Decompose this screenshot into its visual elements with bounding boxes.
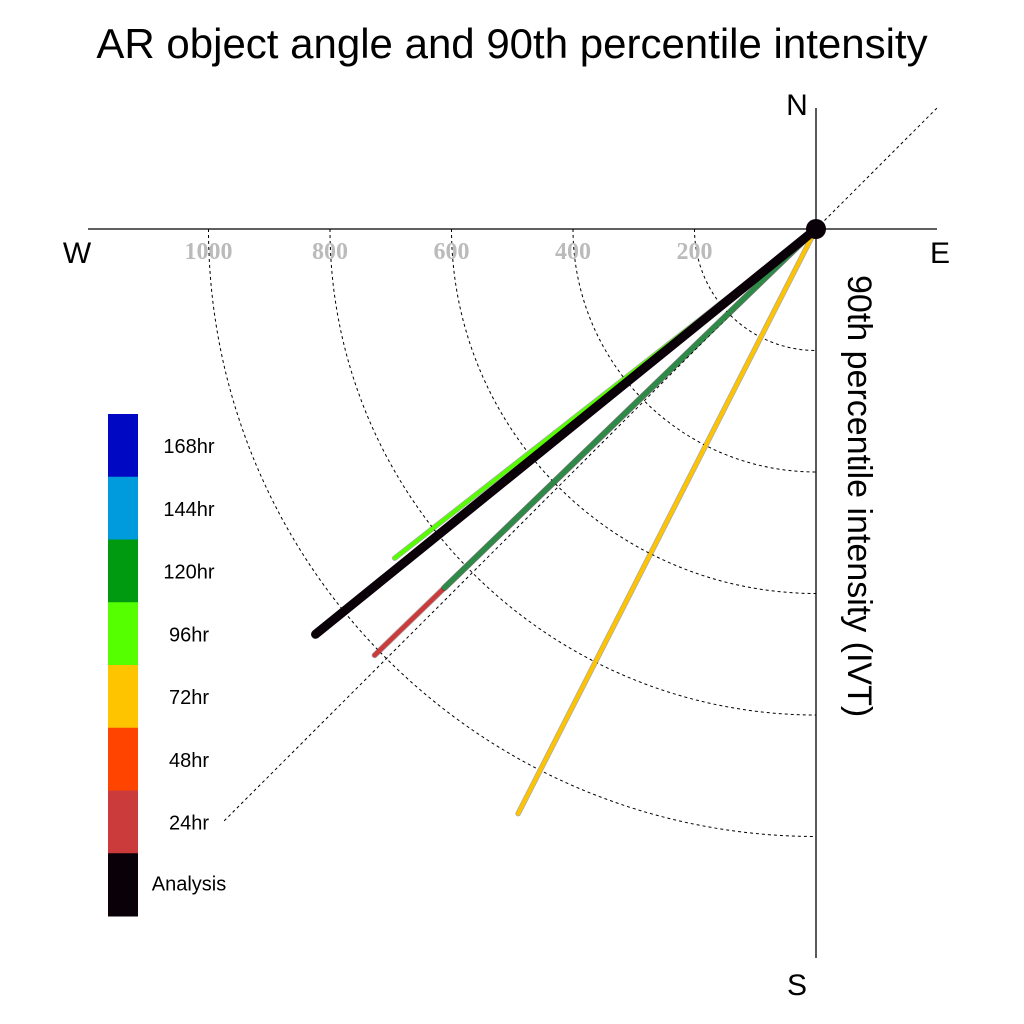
legend-label-96hr: 96hr: [169, 624, 209, 646]
legend-label-24hr: 24hr: [169, 813, 209, 835]
intensity-rings: [208, 228, 817, 837]
ring-label-600: 600: [434, 239, 470, 265]
legend-swatch-24hr: [108, 790, 138, 854]
compass-north: N: [786, 89, 808, 122]
ring-labels: 200 400 600 800 1000: [185, 239, 713, 265]
legend-swatch-168hr: [108, 414, 138, 478]
legend-label-Analysis: Analysis: [152, 873, 226, 895]
ring-400: [572, 228, 817, 473]
legend: 168hr 144hr 120hr 96hr 72hr 48hr 24hr Analysis: [108, 414, 226, 917]
legend-label-120hr: 120hr: [163, 562, 214, 584]
vector-120hr: [442, 226, 819, 591]
legend-label-72hr: 72hr: [169, 687, 209, 709]
ring-label-800: 800: [312, 239, 348, 265]
compass-west: W: [63, 237, 92, 270]
legend-label-48hr: 48hr: [169, 750, 209, 772]
vectors: [311, 224, 821, 817]
ring-800: [329, 228, 817, 716]
ring-label-1000: 1000: [185, 239, 233, 265]
vector-Analysis: [311, 224, 821, 639]
chart-title: AR object angle and 90th percentile inte…: [96, 20, 927, 67]
ring-200: [694, 228, 817, 351]
ring-label-200: 200: [677, 239, 713, 265]
legend-swatch-144hr: [108, 476, 138, 540]
radial-axis-title: 90th percentile intensity (IVT): [840, 275, 878, 717]
origin-dot: [806, 219, 826, 239]
compass-east: E: [930, 237, 950, 270]
legend-swatch-48hr: [108, 727, 138, 791]
legend-swatch-96hr: [108, 602, 138, 666]
ring-label-400: 400: [555, 239, 591, 265]
northeast-diagonal: [815, 107, 938, 230]
ring-1000: [208, 228, 817, 837]
compass-south: S: [787, 969, 807, 1002]
legend-label-168hr: 168hr: [163, 436, 214, 458]
legend-swatch-120hr: [108, 539, 138, 603]
ring-600: [451, 228, 817, 594]
legend-label-144hr: 144hr: [163, 499, 214, 521]
vector-72hr: [516, 227, 818, 816]
legend-swatch-Analysis: [108, 853, 138, 917]
legend-swatch-72hr: [108, 665, 138, 729]
